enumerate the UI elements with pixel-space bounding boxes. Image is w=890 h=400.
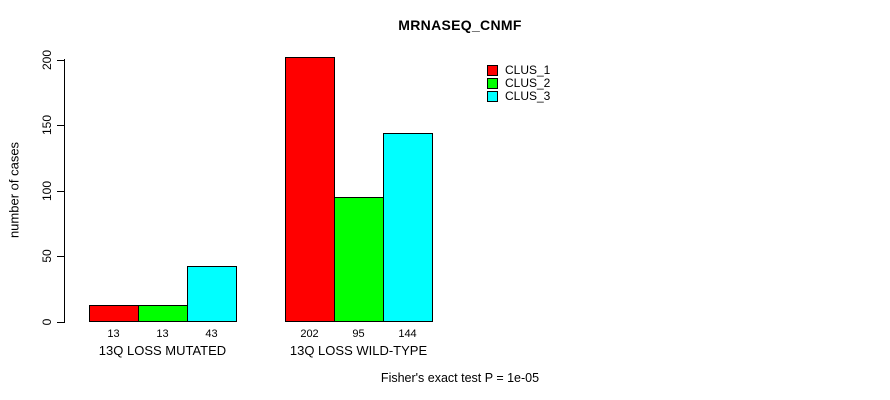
bar-value-label: 13 bbox=[156, 328, 169, 340]
bar-value-label: 95 bbox=[352, 328, 365, 340]
legend-label: CLUS_1 bbox=[505, 63, 551, 77]
stat-caption: Fisher's exact test P = 1e-05 bbox=[380, 371, 540, 385]
legend-label: CLUS_2 bbox=[505, 76, 551, 90]
bar-value-label: 202 bbox=[300, 328, 319, 340]
bar-value-label: 144 bbox=[398, 328, 417, 340]
y-tick bbox=[57, 125, 64, 126]
bar-value-label: 43 bbox=[205, 328, 218, 340]
legend-swatch-clus_1 bbox=[487, 65, 498, 76]
legend-swatch-clus_2 bbox=[487, 78, 498, 89]
y-axis-line bbox=[64, 59, 65, 323]
bar-clus_3 bbox=[187, 266, 237, 322]
x-group-label: 13Q LOSS WILD-TYPE bbox=[289, 343, 428, 358]
chart-title: MRNASEQ_CNMF bbox=[398, 17, 522, 33]
bar-clus_3 bbox=[383, 133, 433, 322]
x-group-label: 13Q LOSS MUTATED bbox=[98, 343, 227, 358]
bar-value-label: 13 bbox=[107, 328, 120, 340]
legend-swatch-clus_3 bbox=[487, 91, 498, 102]
y-tick bbox=[57, 256, 64, 257]
bar-clus_1 bbox=[285, 57, 335, 322]
y-tick bbox=[57, 322, 64, 323]
y-tick bbox=[57, 60, 64, 61]
legend-label: CLUS_3 bbox=[505, 89, 551, 103]
y-tick bbox=[57, 191, 64, 192]
